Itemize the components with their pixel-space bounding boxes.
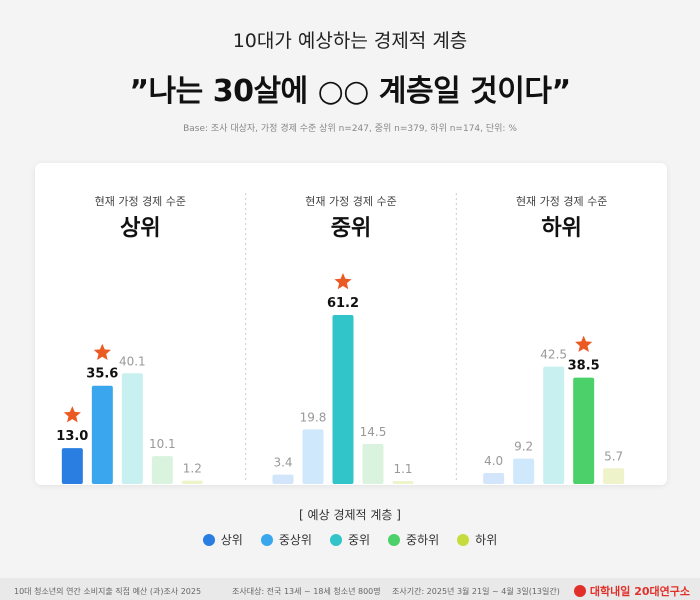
group-title: 중위 [331, 216, 371, 241]
bar-value-label: 35.6 [86, 367, 118, 382]
bar-value-label: 1.1 [393, 462, 412, 476]
legend-dot [457, 533, 470, 546]
legend-label: 하위 [475, 533, 498, 547]
legend-dot [388, 533, 401, 546]
bar-value-label: 38.5 [568, 359, 600, 374]
group-caption: 현재 가정 경제 수준 [516, 195, 607, 208]
bar-value-label: 14.5 [360, 425, 387, 439]
bar [483, 472, 505, 484]
bar [513, 458, 535, 484]
bar [603, 468, 625, 484]
star-icon [334, 273, 352, 290]
group-caption: 현재 가정 경제 수준 [95, 195, 186, 208]
bar [121, 373, 143, 484]
bar-value-label: 42.5 [540, 348, 567, 362]
legend-item-middle: 중위 [329, 531, 371, 548]
group-title: 상위 [120, 216, 160, 241]
star-icon [93, 343, 111, 360]
bar-value-label: 5.7 [604, 449, 623, 463]
star-icon [575, 335, 593, 352]
bar [362, 443, 384, 484]
bar-value-label: 10.1 [149, 437, 176, 451]
bar [302, 429, 324, 484]
base-note: Base: 조사 대상자, 가정 경제 수준 상위 n=247, 중위 n=37… [183, 124, 517, 134]
bar-value-label: 3.4 [273, 456, 292, 470]
bar [91, 385, 113, 484]
bar [151, 456, 173, 484]
brand-name: 대학내일 20대연구소 [589, 585, 690, 598]
bar [543, 366, 565, 484]
legend-item-bottom: 하위 [457, 531, 497, 548]
group-caption: 현재 가정 경제 수준 [305, 195, 396, 208]
bar-value-label: 1.2 [183, 462, 202, 476]
legend-label: 중하위 [406, 533, 440, 547]
legend-title: [ 예상 경제적 계층 ] [299, 508, 401, 522]
bar [61, 448, 83, 484]
footer-target: 조사대상: 전국 13세 ~ 18세 청소년 800명 [232, 587, 381, 596]
legend-dot [329, 533, 342, 546]
legend-item-lower-middle: 중하위 [388, 531, 439, 548]
footer-period: 조사기간: 2025년 3월 21일 ~ 4월 3일(13일간) [392, 587, 560, 596]
footer-survey: 10대 청소년의 연간 소비지출 직접 예산 (과)조사 2025 [14, 587, 202, 596]
bar [272, 474, 294, 484]
legend-dot [202, 533, 215, 546]
legend: 상위 중상위 중위 중하위 하위 [0, 531, 700, 548]
bar-value-label: 61.2 [327, 296, 359, 311]
bar-value-label: 40.1 [119, 354, 146, 368]
legend-item-upper-middle: 중상위 [260, 531, 312, 548]
legend-label: 상위 [220, 533, 243, 547]
legend-label: 중위 [347, 533, 371, 547]
bar-value-label: 13.0 [56, 429, 88, 444]
bar [573, 377, 595, 484]
star-icon [63, 406, 81, 423]
legend-item-top: 상위 [202, 531, 243, 548]
footer: 10대 청소년의 연간 소비지출 직접 예산 (과)조사 2025 조사대상: … [0, 578, 700, 600]
bar [332, 315, 354, 484]
group-title: 하위 [541, 216, 581, 241]
brand-icon [573, 585, 586, 597]
legend-dot [260, 533, 273, 546]
bar-value-label: 4.0 [484, 454, 503, 468]
bar [392, 480, 414, 484]
bar-value-label: 9.2 [514, 440, 533, 454]
bar-value-label: 19.8 [300, 410, 327, 424]
subtitle: 10대가 예상하는 경제적 계층 [232, 30, 468, 52]
brand-logo: 대학내일 20대연구소 [573, 583, 690, 599]
bar [181, 480, 203, 484]
page-title: ”나는 30살에 ○○ 계층일 것이다” [129, 74, 571, 109]
legend-label: 중상위 [278, 533, 312, 547]
